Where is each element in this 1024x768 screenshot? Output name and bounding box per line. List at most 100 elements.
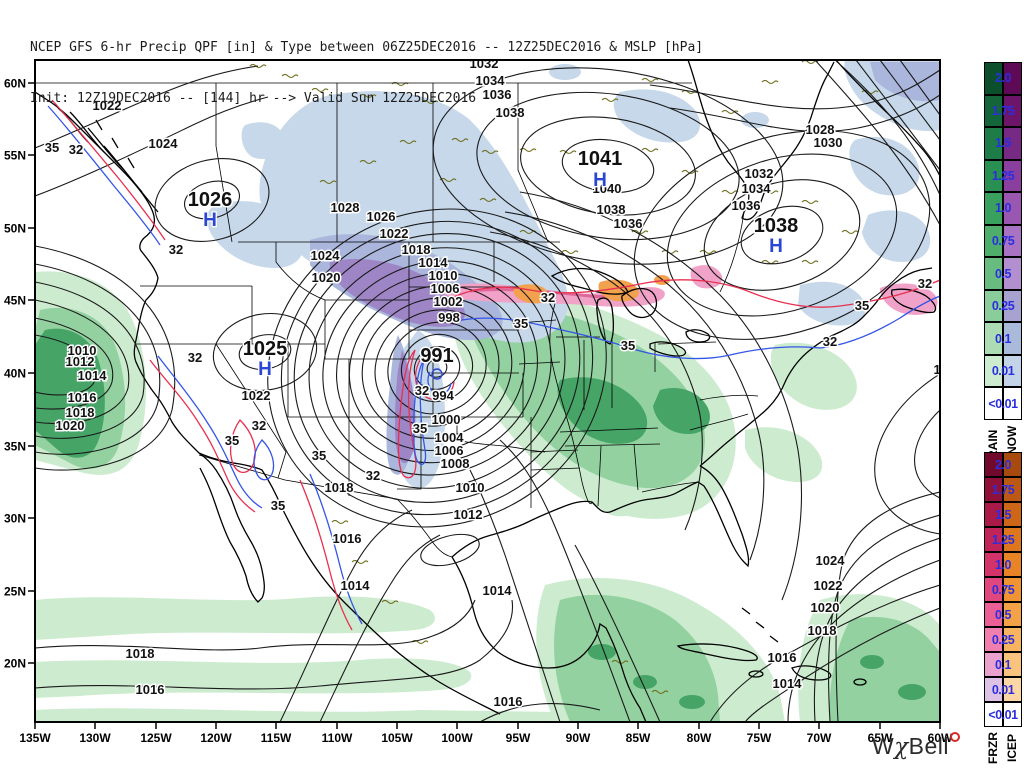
snow-swatch: [1003, 159, 1022, 193]
icep-swatch: [1003, 627, 1022, 652]
isotherm-label: 35: [413, 421, 427, 436]
isotherm-label: 32: [69, 142, 83, 157]
rain-swatch: [984, 257, 1003, 290]
isobar-label: 1036: [732, 198, 761, 213]
isotherm-label: 32: [188, 350, 202, 365]
logo-bell: Bell: [908, 733, 950, 759]
isotherm-label: 35: [271, 498, 285, 513]
legend-value: 1.25: [991, 532, 1015, 547]
legend-row: 1.5: [984, 502, 1022, 527]
snow-swatch: [1003, 224, 1022, 258]
legend-row: 0.25: [984, 289, 1022, 323]
title-line-1: NCEP GFS 6-hr Precip QPF [in] & Type bet…: [30, 40, 704, 55]
isotherms: [47, 99, 940, 631]
isobar-label: 998: [438, 310, 460, 325]
isotherm-label: 35: [621, 338, 635, 353]
isobar-label: 1020: [312, 270, 341, 285]
isobar-label: 1020: [56, 418, 85, 433]
rain-swatch: [984, 354, 1003, 388]
legend-row: 0.01: [984, 677, 1022, 702]
high-marker: H: [947, 410, 961, 431]
isobar-label: 1016: [333, 531, 362, 546]
isobar-label: 1020: [811, 600, 840, 615]
isobar-label: 1038: [597, 202, 626, 217]
isobar-label: 1024: [311, 248, 341, 263]
legend-value: 0.5: [995, 266, 1011, 281]
coastlines: [35, 60, 940, 722]
isotherm-label: 35: [855, 298, 869, 313]
title-line-2: Init: 12Z19DEC2016 -- [144] hr --> Valid…: [30, 91, 477, 106]
frzr-swatch: [984, 552, 1003, 577]
isobar-label: 1032: [934, 362, 963, 377]
lon-tick-label: 85W: [626, 731, 651, 745]
snow-swatch: [1003, 354, 1022, 388]
rain-swatch: [984, 224, 1003, 258]
legend-value: 0.75: [991, 582, 1015, 597]
legend-row: 1.75: [984, 94, 1022, 128]
isobar-label: 1016: [494, 694, 523, 709]
logo-chi: χ: [894, 734, 909, 760]
lon-tick-label: 110W: [322, 731, 353, 745]
logo-w: W: [872, 733, 895, 759]
isobar-label: 1024: [149, 136, 179, 151]
isobar-label: 1002: [434, 294, 463, 309]
isotherm-label: 35: [45, 140, 59, 155]
isotherm-label: 32: [415, 383, 429, 398]
low-center-ring: [431, 368, 443, 380]
lon-tick-label: 125W: [140, 731, 172, 745]
isotherm-label: 35: [312, 448, 326, 463]
snow-swatch: [1003, 387, 1022, 421]
isobar-label: 1014: [78, 368, 108, 383]
isobar-label: 1008: [441, 456, 470, 471]
lon-tick-label: 120W: [200, 731, 232, 745]
frzr-swatch: [984, 677, 1003, 702]
lon-axis: 135W 130W 125W 120W 115W 110W 105W 100W 95W 90W 85…: [19, 722, 953, 745]
map-border: [34, 59, 941, 723]
lon-tick-label: 95W: [506, 731, 531, 745]
pressure-center-value: 991: [420, 345, 453, 367]
lon-tick-label: 130W: [79, 731, 111, 745]
isobar-label: 994: [432, 388, 454, 403]
legend-value: 1.5: [995, 136, 1011, 151]
lon-tick-label: 60W: [928, 731, 953, 745]
isobar-label: 1018: [808, 623, 837, 638]
frzr-swatch: [984, 577, 1003, 602]
isobar-label: 1006: [435, 443, 464, 458]
isobar-label: 1022: [93, 98, 122, 113]
legend-value: 1.25: [991, 168, 1015, 183]
high-marker: H: [258, 359, 272, 380]
lat-tick-label: 50N: [4, 222, 26, 236]
legend-value: 0.5: [995, 607, 1011, 622]
legend-row: 1.0: [984, 192, 1022, 225]
isobar-label: 1010: [456, 480, 485, 495]
lon-tick-label: 75W: [747, 731, 772, 745]
isotherm-label: 32: [252, 418, 266, 433]
isobar-label: 1034: [742, 181, 772, 196]
isobar-label: 1012: [454, 507, 483, 522]
isobar-label: 1016: [136, 682, 165, 697]
pressure-center-value: 1038: [754, 215, 799, 237]
isobar-label: 1014: [341, 578, 371, 593]
isobar-label: 1022: [814, 578, 843, 593]
lat-tick-label: 55N: [4, 149, 26, 163]
lon-tick-label: 105W: [381, 731, 413, 745]
rain-swatch: [984, 322, 1003, 355]
lon-tick-label: 70W: [807, 731, 832, 745]
snow-swatch: [1003, 322, 1022, 355]
isotherm-label: 32: [366, 468, 380, 483]
isotherm-labels: 35 32 32 32 32 35 35 32 35 32 35 32 35 35 32 35 32: [43, 139, 933, 515]
lat-tick-label: 35N: [4, 440, 26, 454]
snow-swatch: [1003, 289, 1022, 323]
lat-tick-label: 25N: [4, 585, 26, 599]
snow-swatch: [1003, 62, 1022, 95]
high-marker: H: [203, 210, 217, 231]
isobar-label: 1036: [614, 216, 643, 231]
isobar-label: 1010: [68, 343, 97, 358]
isobar-label: 1000: [432, 412, 461, 427]
rain-swatch: [984, 94, 1003, 128]
snow-swatch: [1003, 257, 1022, 290]
legend-row: 0.25: [984, 627, 1022, 652]
isobar-label: 1010: [429, 268, 458, 283]
lon-tick-label: 80W: [687, 731, 712, 745]
legend-value: 1.5: [995, 507, 1011, 522]
